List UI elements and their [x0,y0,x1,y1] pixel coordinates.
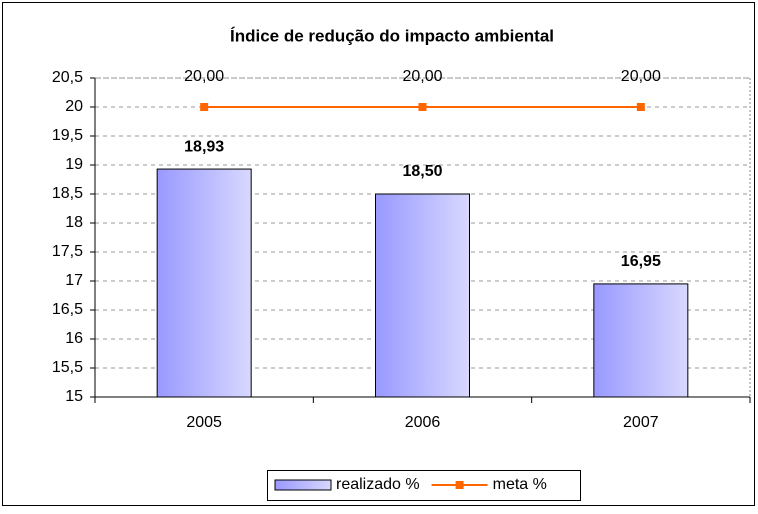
line-marker [636,103,645,111]
data-label: 20,00 [184,68,224,85]
y-tick-label: 15,5 [52,359,83,376]
legend-label: realizado % [336,476,420,493]
y-tick-label: 16,5 [52,301,83,318]
y-tick-label: 19,5 [52,127,83,144]
data-label: 20,00 [621,68,661,85]
bar [375,193,470,398]
y-tick-label: 16 [65,330,83,347]
legend-swatch [455,481,464,489]
y-tick-label: 19 [65,156,83,173]
y-tick-label: 15 [65,388,83,405]
legend-label: meta % [493,476,547,493]
bar [156,168,252,398]
y-tick-label: 18 [65,214,83,231]
y-tick-label: 17,5 [52,243,83,260]
y-tick-label: 20 [65,98,83,115]
y-tick-label: 17 [65,272,83,289]
bar [593,283,689,398]
data-label: 18,93 [184,138,224,155]
x-tick-label: 2007 [623,414,659,431]
chart-title: Índice de redução do impacto ambiental [230,26,554,45]
y-tick-label: 18,5 [52,185,83,202]
data-label: 16,95 [621,253,661,270]
legend-swatch [274,479,332,491]
line-marker [200,103,209,111]
data-label: 18,50 [402,163,442,180]
x-tick-label: 2006 [405,414,441,431]
data-label: 20,00 [402,68,442,85]
x-tick-label: 2005 [186,414,222,431]
line-marker [418,103,427,111]
y-tick-label: 20,5 [52,69,83,86]
